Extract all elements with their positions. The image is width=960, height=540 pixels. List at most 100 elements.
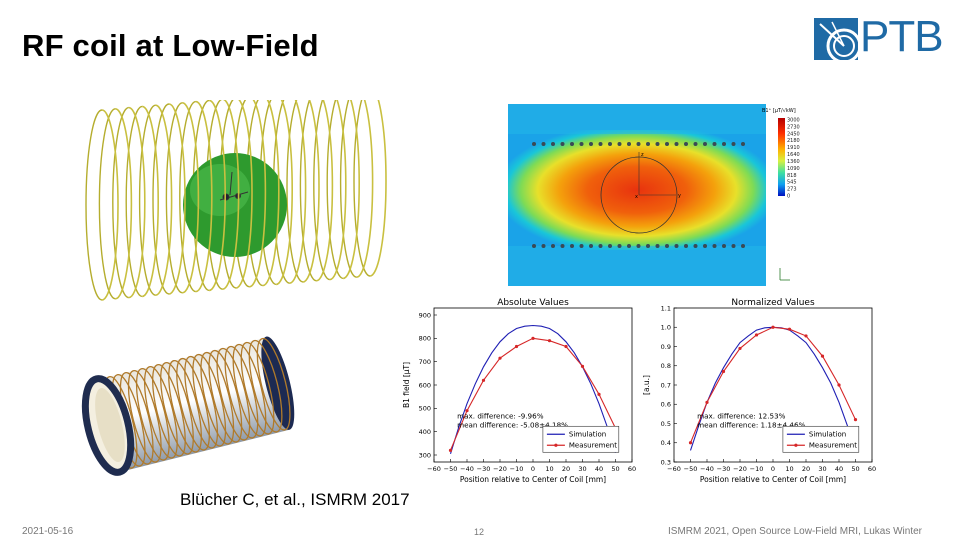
coil-wire-front [222, 100, 240, 290]
x-tick-label: 0 [531, 465, 535, 473]
colorbar-tick-label: 2450 [787, 131, 800, 137]
axis-y-label: y [678, 193, 681, 199]
coil-photo-ring [160, 361, 194, 455]
coil-photo-ring [176, 357, 211, 451]
wire-cross-section [627, 142, 631, 146]
wire-cross-section [617, 244, 622, 248]
ptb-logo: PTB [814, 12, 944, 64]
footer-date: 2021-05-16 [22, 526, 74, 537]
x-tick-label: 60 [628, 465, 636, 473]
wire-cross-section [551, 244, 555, 248]
x-tick-label: −10 [750, 465, 764, 473]
wire-cross-section [693, 244, 698, 248]
colorbar-tick-label: 273 [787, 187, 797, 193]
x-tick-label: −10 [510, 465, 524, 473]
axis-x-label: x [635, 194, 638, 200]
normalized-values-xlabel: Position relative to Center of Coil [mm] [700, 475, 846, 484]
coil-photo-ring [192, 353, 227, 447]
y-tick-label: 400 [419, 428, 431, 436]
coil-wire-front [182, 102, 200, 294]
coil-photo-ring [232, 343, 267, 437]
x-tick-label: −40 [700, 465, 714, 473]
wire-cross-section [646, 142, 650, 146]
coil-photo-ring [256, 337, 291, 431]
wire-cross-section [560, 142, 565, 146]
x-tick-label: 40 [595, 465, 603, 473]
legend-marker [554, 443, 558, 447]
y-tick-label: 0.9 [661, 343, 671, 351]
absolute-values-ylabel: B1 field [µT] [402, 362, 411, 408]
coil-wire-front [115, 108, 133, 300]
coil-wire-front [142, 105, 159, 298]
y-tick-label: 800 [419, 335, 431, 343]
measurement-point [771, 325, 775, 329]
coil-wire-front [101, 109, 119, 301]
y-tick-label: 0.6 [661, 401, 671, 409]
wire-cross-section [541, 142, 546, 146]
wire-cross-section [532, 244, 536, 248]
x-tick-label: 20 [562, 465, 570, 473]
y-tick-label: 600 [419, 381, 431, 389]
x-tick-label: 30 [818, 465, 826, 473]
x-tick-label: −60 [427, 465, 441, 473]
x-tick-label: −30 [477, 465, 491, 473]
coil-photo-ring [248, 339, 283, 433]
wire-cross-section [570, 244, 574, 248]
wire-cross-section [655, 244, 660, 248]
measurement-point [498, 356, 502, 360]
coil-wire-front [235, 100, 253, 289]
coil-photo-ring [152, 363, 186, 457]
measurement-point [705, 400, 709, 404]
wire-cross-section [722, 142, 726, 146]
x-tick-label: 0 [771, 465, 775, 473]
y-tick-label: 900 [419, 311, 431, 319]
absolute-values-annotation: max. difference: -9.96% [457, 412, 544, 421]
normalized-values-legend [782, 425, 860, 453]
legend-label: Measurement [809, 442, 857, 450]
x-tick-label: −60 [667, 465, 681, 473]
x-tick-label: 30 [578, 465, 586, 473]
coil-wire-front [356, 100, 374, 278]
x-tick-label: 10 [545, 465, 553, 473]
normalized-values-chart: Normalized Values −60 −50 −40 −30 −20 −10 0 10 20… [642, 298, 876, 484]
citation: Blücher C, et al., ISMRM 2017 [180, 490, 410, 509]
x-tick-label: −50 [444, 465, 458, 473]
wire-cross-section [731, 142, 736, 146]
wire-cross-section [741, 244, 745, 248]
y-tick-label: 300 [419, 451, 431, 459]
y-tick-label: 700 [419, 358, 431, 366]
coil-wire-back [326, 100, 344, 280]
coil-photo [81, 336, 295, 476]
y-tick-label: 1.0 [661, 324, 671, 332]
coil-photo-ring [224, 345, 259, 439]
y-tick-label: 0.7 [661, 381, 671, 389]
coil-wire-front [343, 100, 360, 280]
wire-cross-section [551, 142, 555, 146]
x-tick-label: 40 [835, 465, 843, 473]
coil-wire-front [195, 100, 213, 293]
x-tick-label: −30 [717, 465, 731, 473]
y-tick-label: 0.5 [661, 420, 671, 428]
coil-photo-ring [184, 355, 219, 449]
coil-photo-ring [240, 341, 275, 435]
absolute-values-legend [542, 425, 620, 453]
y-tick-label: 0.4 [661, 439, 671, 447]
wire-cross-section [712, 142, 717, 146]
measurement-point [754, 333, 759, 337]
colorbar-title: B1⁺ [µT/√kW] [762, 108, 796, 114]
measurement-point [514, 344, 519, 349]
y-tick-label: 0.3 [661, 458, 671, 466]
absolute-values-annotation: mean difference: -5.08±4.18% [457, 421, 568, 430]
ptb-emblem-icon [814, 18, 862, 64]
coil-wire-back [353, 100, 371, 277]
colorbar-tick-label: 545 [787, 180, 797, 186]
wire-cross-section [703, 244, 707, 248]
coil-photo-ring [216, 347, 251, 441]
colorbar-tick-label: 1360 [787, 159, 800, 165]
absolute-values-chart: Absolute Values −60 −50 −40 −30 −20 −10 0 10 20 30… [402, 298, 636, 484]
wire-cross-section [589, 142, 593, 146]
measurement-point [688, 441, 693, 445]
wire-cross-section [598, 142, 603, 146]
coil-photo-ring [168, 359, 202, 453]
coil-photo-ring [127, 369, 162, 463]
